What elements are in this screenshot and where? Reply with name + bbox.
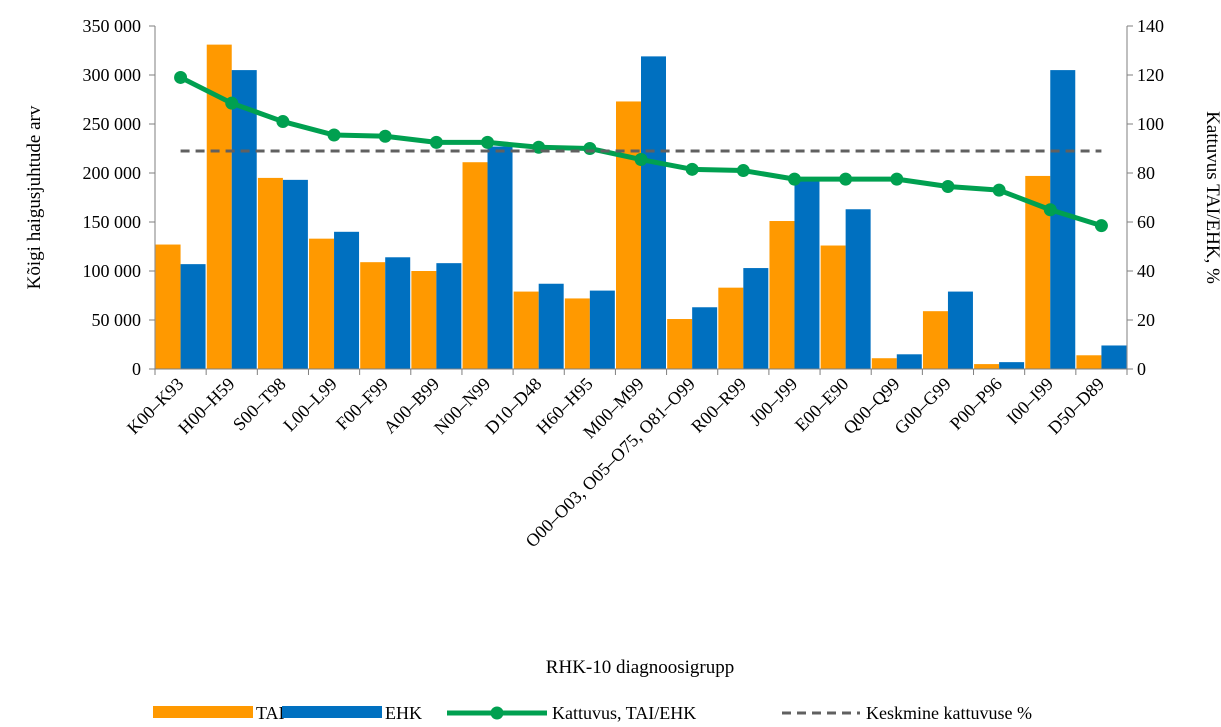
x-tick-label: P00–P96 <box>946 374 1006 434</box>
point-kattuvus-tai-ehk <box>276 115 290 129</box>
point-kattuvus-tai-ehk <box>787 172 801 186</box>
bar-ehk <box>180 264 206 369</box>
bar-ehk <box>1101 345 1127 369</box>
y-tick-label: 350 000 <box>83 16 142 36</box>
y2-tick-label: 140 <box>1137 16 1164 36</box>
y2-tick-label: 0 <box>1137 359 1146 379</box>
legend-label-keskmine: Keskmine kattuvuse % <box>866 703 1032 723</box>
point-kattuvus-tai-ehk <box>992 183 1006 197</box>
y2-tick-label: 60 <box>1137 212 1155 232</box>
bar-ehk <box>538 283 564 369</box>
point-kattuvus-tai-ehk <box>429 135 443 149</box>
point-kattuvus-tai-ehk <box>583 142 597 155</box>
bar-ehk <box>641 56 666 369</box>
bar-tai <box>718 287 744 369</box>
y2-tick-label: 100 <box>1137 114 1164 134</box>
y2-tick-label: 80 <box>1137 163 1155 183</box>
point-kattuvus-tai-ehk <box>225 96 239 110</box>
point-kattuvus-tai-ehk <box>327 128 341 142</box>
y2-tick-label: 20 <box>1137 310 1155 330</box>
bar-tai <box>360 262 386 369</box>
legend-item-tai: TAI <box>153 703 285 723</box>
bar-ehk <box>436 263 462 369</box>
legend-swatch-ehk <box>282 706 382 718</box>
legend-item-keskmine: Keskmine kattuvuse % <box>782 703 1032 723</box>
y-axis-title: Kõigi haigusjuhtude arv <box>24 105 45 289</box>
bar-ehk <box>282 179 308 369</box>
bar-tai <box>1076 355 1102 369</box>
plot-area <box>155 44 1127 370</box>
y2-tick-label: 120 <box>1137 65 1164 85</box>
y-tick-label: 100 000 <box>83 261 142 281</box>
y-tick-label: 300 000 <box>83 65 142 85</box>
bar-tai <box>871 358 897 369</box>
y-tick-label: 150 000 <box>83 212 142 232</box>
bar-ehk <box>1050 70 1076 369</box>
point-kattuvus-tai-ehk <box>1043 203 1057 217</box>
bar-tai <box>974 364 1000 369</box>
bar-tai <box>564 298 590 369</box>
point-kattuvus-tai-ehk <box>634 153 648 167</box>
bar-tai <box>820 245 846 369</box>
legend-label-ehk: EHK <box>385 703 422 723</box>
x-tick-label: D50–D89 <box>1044 374 1108 438</box>
bar-ehk <box>999 362 1025 369</box>
point-kattuvus-tai-ehk <box>839 172 853 186</box>
bar-tai <box>155 244 181 369</box>
legend-label-tai: TAI <box>256 703 285 723</box>
y-tick-label: 0 <box>132 359 141 379</box>
legend-item-ehk: EHK <box>282 703 422 723</box>
bar-tai <box>309 238 335 369</box>
bar-tai <box>922 311 948 369</box>
legend-label-kattuvus: Kattuvus, TAI/EHK <box>552 703 696 723</box>
x-axis-title: RHK-10 diagnoosigrupp <box>546 657 734 678</box>
y2-tick-label: 40 <box>1137 261 1155 281</box>
point-kattuvus-tai-ehk <box>941 179 955 193</box>
point-kattuvus-tai-ehk <box>1094 219 1108 233</box>
point-kattuvus-tai-ehk <box>174 70 188 84</box>
y2-axis-title: Kattuvus TAI/EHK, % <box>1202 111 1221 284</box>
bar-ehk <box>385 257 411 369</box>
x-tick-label: S00–T98 <box>229 374 290 435</box>
bar-ehk <box>896 354 922 369</box>
x-tick-label: L00–L99 <box>279 374 341 436</box>
bar-tai <box>513 291 539 369</box>
y-tick-label: 50 000 <box>92 310 142 330</box>
bar-ehk <box>487 146 513 369</box>
point-kattuvus-tai-ehk <box>890 172 904 186</box>
y-tick-label: 200 000 <box>83 163 142 183</box>
bar-ehk <box>334 231 360 369</box>
x-tick-label: R00–R99 <box>687 374 750 437</box>
point-kattuvus-tai-ehk <box>481 135 495 149</box>
bar-ehk <box>231 70 257 369</box>
point-kattuvus-tai-ehk <box>736 164 750 178</box>
bar-ehk <box>692 307 718 369</box>
y-tick-label: 250 000 <box>83 114 142 134</box>
x-tick-label: H00–H59 <box>174 374 238 438</box>
bar-tai <box>462 162 488 369</box>
bar-tai <box>616 101 641 370</box>
bar-tai <box>769 221 795 369</box>
bar-ehk <box>947 291 973 369</box>
bar-ehk <box>589 290 615 369</box>
bar-tai <box>667 319 693 369</box>
legend-swatch-tai <box>153 706 253 718</box>
point-kattuvus-tai-ehk <box>685 162 699 176</box>
bar-ehk <box>743 268 769 369</box>
legend-item-kattuvus: Kattuvus, TAI/EHK <box>447 703 696 723</box>
bar-ehk <box>845 209 871 369</box>
bar-tai <box>257 177 283 369</box>
x-tick-label: G00–G99 <box>890 374 954 438</box>
point-kattuvus-tai-ehk <box>378 129 392 143</box>
bar-ehk <box>794 179 820 369</box>
legend-marker-kattuvus <box>490 706 504 720</box>
legend: TAI EHK Kattuvus, TAI/EHK Keskmine kattu… <box>153 703 1032 723</box>
bar-tai <box>411 271 437 369</box>
